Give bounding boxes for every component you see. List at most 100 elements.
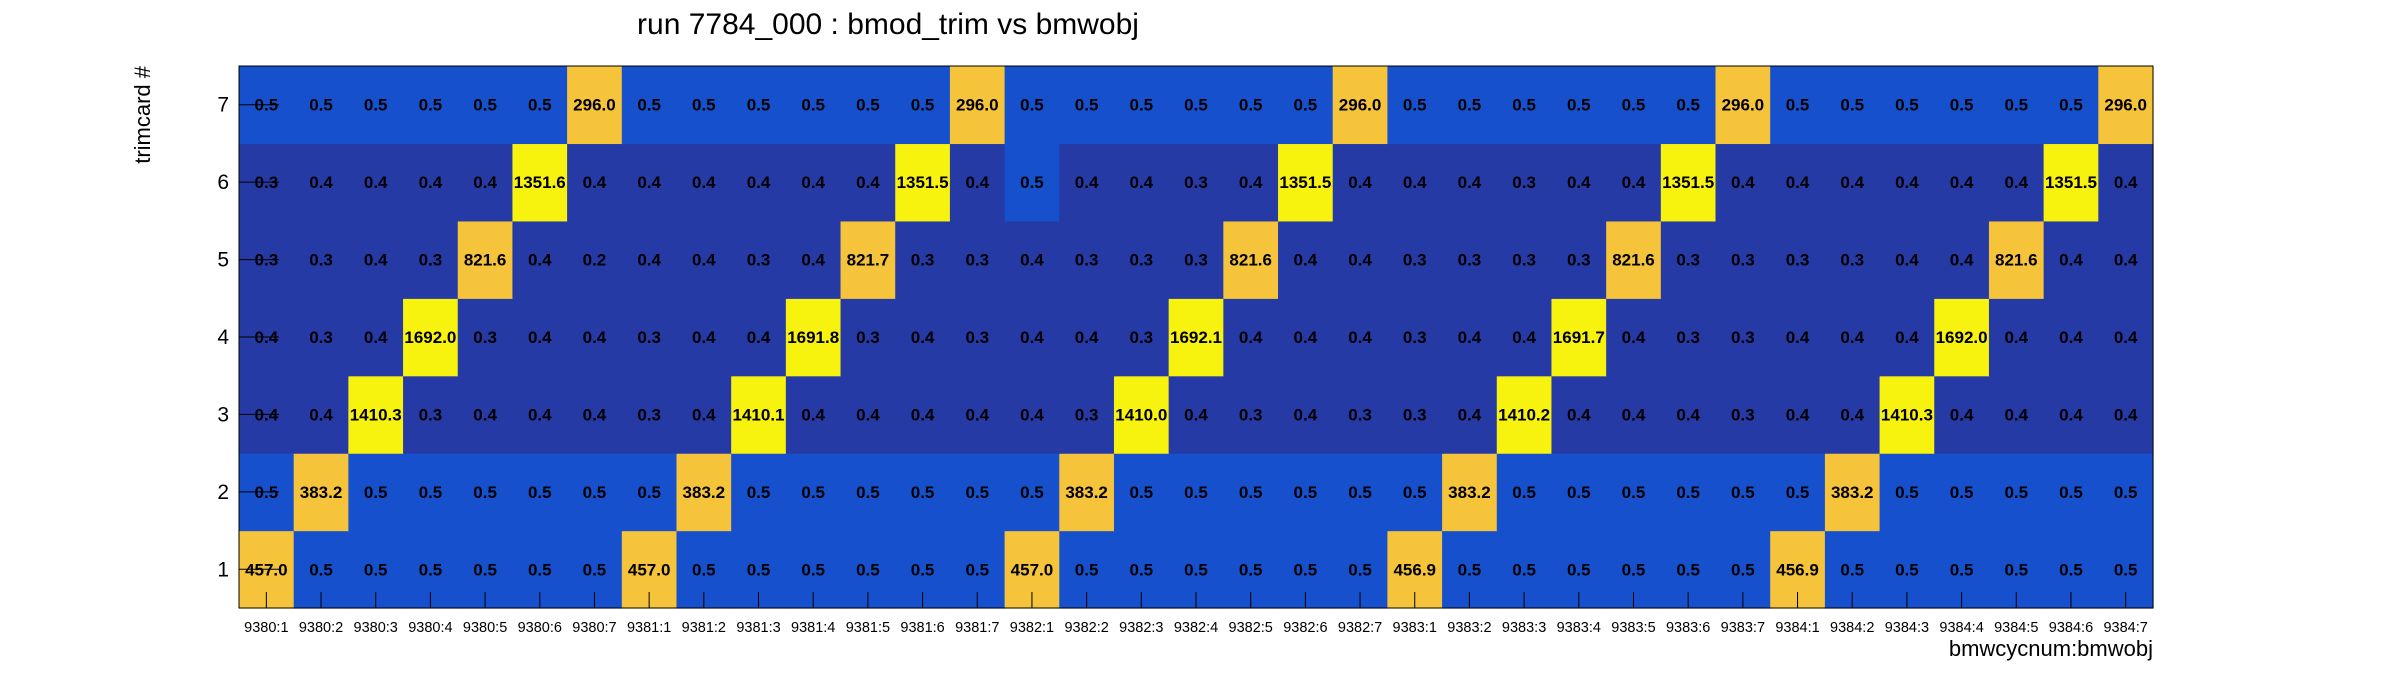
heatmap-cell [1551, 143, 1607, 222]
heatmap-cell [1442, 220, 1498, 299]
cell-value-label: 0.5 [1731, 560, 1755, 579]
cell-value-label: 821.6 [1995, 251, 2038, 270]
heatmap-cell [1332, 66, 1388, 145]
heatmap-cell [457, 453, 514, 532]
cell-value-label: 0.4 [911, 405, 935, 424]
axis-ticks [239, 104, 2127, 608]
x-tick-label: 9382:4 [1174, 620, 1218, 636]
heatmap-cell [2043, 298, 2099, 377]
cell-value-label: 0.4 [2114, 405, 2138, 424]
heatmap-cell [895, 66, 951, 145]
cell-value-label: 0.5 [911, 560, 935, 579]
cell-value-label: 1691.7 [1553, 328, 1605, 347]
cell-value-label: 0.4 [747, 328, 771, 347]
heatmap-cell [293, 66, 349, 145]
heatmap-cell [731, 66, 787, 145]
heatmap-cell [676, 220, 732, 299]
heatmap-cell [403, 375, 459, 454]
x-tick-label: 9380:5 [463, 620, 507, 636]
x-tick-label: 9383:6 [1666, 620, 1710, 636]
y-axis-title: trimcard # [130, 65, 155, 164]
cell-value-label: 0.4 [1020, 251, 1044, 270]
cell-value-label: 0.4 [1840, 328, 1864, 347]
x-tick-label: 9380:3 [354, 620, 398, 636]
cell-value-label: 296.0 [573, 96, 616, 115]
cell-value-label: 383.2 [1448, 483, 1491, 502]
cell-value-label: 0.3 [911, 251, 935, 270]
heatmap-cell [1278, 298, 1334, 377]
cell-value-label: 0.4 [1676, 405, 1700, 424]
cell-value-label: 821.7 [847, 251, 890, 270]
cell-value-label: 0.5 [1020, 96, 1044, 115]
heatmap-cell [1551, 453, 1607, 532]
cell-value-label: 0.5 [1950, 560, 1974, 579]
cell-value-label: 1410.3 [1881, 405, 1933, 424]
cell-value-label: 0.5 [419, 96, 443, 115]
cell-value-label: 0.4 [692, 328, 716, 347]
heatmap-cell [1934, 143, 1990, 222]
x-tick-label: 9382:6 [1283, 620, 1327, 636]
heatmap-cell [512, 298, 568, 377]
cell-value-label: 383.2 [1831, 483, 1874, 502]
heatmap-cell [731, 375, 787, 454]
cell-value-label: 0.4 [583, 328, 607, 347]
cell-value-label: 0.4 [801, 173, 825, 192]
heatmap-cell [1934, 453, 1990, 532]
heatmap-cell [949, 143, 1006, 222]
cell-value-label: 0.4 [1294, 251, 1318, 270]
heatmap-cell [785, 453, 842, 532]
heatmap-cell [1988, 143, 2045, 222]
cell-value-label: 0.3 [1184, 173, 1208, 192]
cell-value-label: 383.2 [683, 483, 726, 502]
cell-value-label: 0.4 [1348, 173, 1372, 192]
heatmap-cell [1824, 143, 1881, 222]
heatmap-cell [1059, 220, 1115, 299]
heatmap-cell [1004, 375, 1060, 454]
heatmap-cell [1715, 143, 1771, 222]
heatmap-cell [1168, 375, 1224, 454]
cell-value-label: 0.4 [692, 405, 716, 424]
cell-value-label: 0.5 [528, 96, 552, 115]
heatmap-cell [676, 298, 732, 377]
heatmap-cell [2043, 220, 2099, 299]
cell-value-label: 296.0 [1339, 96, 1382, 115]
x-tick-label: 9380:2 [299, 620, 343, 636]
plot-frame [238, 65, 2154, 609]
heatmap-cell [1879, 453, 1935, 532]
cell-value-label: 0.4 [364, 328, 388, 347]
heatmap-cell [1168, 220, 1224, 299]
cell-value-label: 1351.6 [514, 173, 566, 192]
heatmap-cell [2043, 375, 2099, 454]
x-tick-label: 9381:3 [736, 620, 780, 636]
heatmap-cell [1387, 66, 1443, 145]
heatmap-cell [895, 375, 951, 454]
cell-value-label: 0.3 [1512, 251, 1536, 270]
heatmap-cell [676, 66, 732, 145]
heatmap-cell [731, 453, 787, 532]
cell-value-label: 0.5 [856, 560, 880, 579]
cell-value-label: 0.4 [1294, 405, 1318, 424]
cell-value-label: 0.5 [801, 560, 825, 579]
heatmap-cell [1660, 375, 1717, 454]
cell-value-label: 0.5 [1840, 96, 1864, 115]
heatmap-cell [840, 220, 896, 299]
heatmap-cell [1988, 220, 2045, 299]
heatmap-cell [1113, 220, 1170, 299]
cell-value-label: 0.4 [2114, 251, 2138, 270]
heatmap-cell [1660, 220, 1717, 299]
cell-value-label: 0.5 [1239, 483, 1263, 502]
heatmap-cell [1004, 66, 1060, 145]
heatmap-cell [1879, 375, 1935, 454]
cell-value-label: 0.4 [2004, 328, 2028, 347]
x-tick-label: 9381:4 [791, 620, 835, 636]
x-tick-label: 9384:1 [1775, 620, 1819, 636]
cell-value-label: 0.4 [1950, 251, 1974, 270]
cell-value-label: 296.0 [1722, 96, 1765, 115]
heatmap-cell [1934, 220, 1990, 299]
cell-value-label: 0.5 [2059, 560, 2083, 579]
cell-value-label: 1410.0 [1115, 405, 1167, 424]
heatmap-cell [1113, 66, 1170, 145]
cell-value-label: 0.5 [2114, 483, 2138, 502]
x-tick-label: 9383:7 [1721, 620, 1765, 636]
axis-tick-labels: 1 2 3 4 5 6 7 9380:1 9380:2 9380:3 9380:4 9380:5 938… [217, 94, 2148, 636]
